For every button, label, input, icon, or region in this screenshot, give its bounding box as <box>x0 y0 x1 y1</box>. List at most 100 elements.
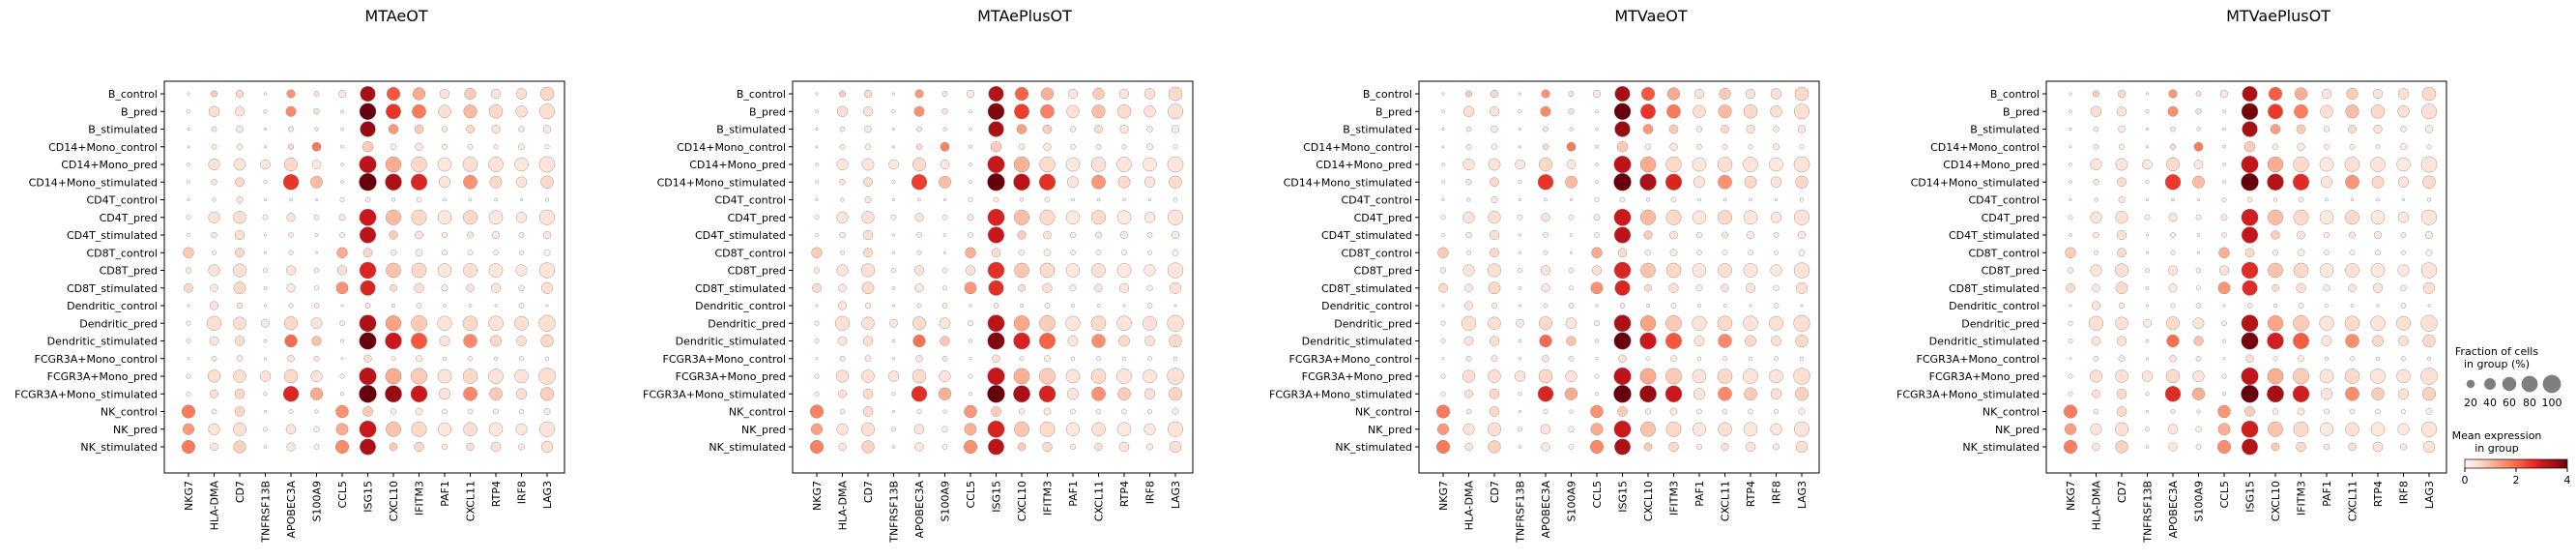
dot <box>207 369 221 383</box>
dot <box>539 387 555 401</box>
dot <box>1645 197 1651 202</box>
dot <box>182 423 195 435</box>
dot <box>815 109 819 114</box>
dot <box>2397 105 2410 118</box>
dot <box>208 264 220 277</box>
dot <box>2267 332 2284 350</box>
y-tick-label: NK_control <box>1983 406 2040 419</box>
y-tick-label: Dendritic_pred <box>708 317 786 330</box>
y-tick-label: CD14+Mono_control <box>677 141 786 154</box>
dot <box>2145 409 2150 414</box>
dot <box>2400 284 2407 291</box>
dot <box>2170 409 2176 414</box>
dot <box>915 143 923 150</box>
dot <box>2116 229 2127 241</box>
dot <box>2195 426 2202 432</box>
y-tick-label: Dendritic_pred <box>1334 317 1412 330</box>
dot <box>259 370 272 382</box>
dot <box>1770 105 1782 118</box>
dot <box>2373 124 2383 134</box>
dot <box>1465 408 1472 415</box>
dot <box>2350 197 2355 202</box>
dot <box>2143 318 2152 328</box>
dot <box>862 336 874 346</box>
dot <box>208 211 220 223</box>
dot <box>1019 356 1025 362</box>
y-tick-label: CD4T_control <box>1969 194 2041 207</box>
dot <box>519 197 524 202</box>
dot <box>1794 387 1809 401</box>
y-tick-label: CD8T_stimulated <box>695 282 786 295</box>
dot <box>1168 387 1183 401</box>
dot <box>1019 303 1025 309</box>
dot <box>863 177 873 188</box>
dot <box>467 231 474 239</box>
dot <box>437 368 452 384</box>
y-tick-label: B_control <box>1363 88 1412 101</box>
dot <box>2323 443 2330 451</box>
dot <box>385 209 402 225</box>
dot <box>463 422 478 436</box>
y-tick-label: B_pred <box>121 105 158 118</box>
dot <box>964 281 977 295</box>
dot <box>1038 173 1056 191</box>
dot <box>233 158 246 171</box>
dot <box>236 355 244 363</box>
dot <box>2068 373 2073 379</box>
x-tick-label: HLA-DMA <box>837 481 850 531</box>
dot <box>914 213 924 222</box>
dot <box>1718 334 1732 348</box>
dot <box>1437 247 1449 258</box>
dot <box>2192 175 2205 189</box>
dot <box>1091 174 1106 190</box>
dot <box>310 369 323 383</box>
dot <box>2296 441 2306 453</box>
dot <box>2088 315 2104 331</box>
dot <box>2165 368 2181 384</box>
dot <box>891 445 896 449</box>
dot <box>314 197 319 202</box>
dot <box>815 180 819 185</box>
color-legend-tick-label: 2 <box>2513 474 2520 486</box>
dot <box>1793 209 1810 225</box>
y-tick-label: CD4T_pred <box>1354 212 1412 224</box>
x-tick-label: PAF1 <box>1693 481 1706 507</box>
y-tick-label: CD4T_pred <box>1982 212 2040 224</box>
dot <box>1518 392 1522 397</box>
dot <box>2242 121 2258 137</box>
dot <box>1743 104 1758 119</box>
dot <box>1718 104 1732 119</box>
x-tick-label: APOBEC3A <box>913 481 926 539</box>
dot <box>969 144 972 149</box>
dot <box>815 92 819 96</box>
dot <box>2145 92 2150 96</box>
x-tick-label: ISG15 <box>991 481 1003 513</box>
dot <box>1795 175 1809 189</box>
dot <box>2345 422 2359 436</box>
panel-title: MTAeOT <box>364 7 427 25</box>
dot <box>411 262 427 279</box>
dot <box>386 103 401 120</box>
dot <box>363 354 372 363</box>
dot <box>391 197 396 202</box>
dot <box>1143 388 1156 399</box>
dot <box>2348 442 2357 452</box>
dot <box>2319 210 2334 224</box>
dot <box>1569 285 1574 291</box>
dot <box>2217 281 2231 295</box>
dot <box>940 141 950 152</box>
dot <box>263 409 268 414</box>
dot <box>2220 214 2228 221</box>
dot <box>340 162 344 166</box>
dot <box>1770 423 1782 435</box>
dot <box>1441 180 1445 185</box>
dot <box>912 157 927 172</box>
dot <box>514 368 529 384</box>
dot <box>186 391 191 397</box>
dot <box>1039 209 1056 225</box>
dot <box>2370 210 2386 225</box>
y-tick-label: Dendritic_stimulated <box>1302 336 1412 348</box>
dot <box>2272 303 2278 309</box>
x-tick-label: CCL5 <box>1591 481 1604 509</box>
